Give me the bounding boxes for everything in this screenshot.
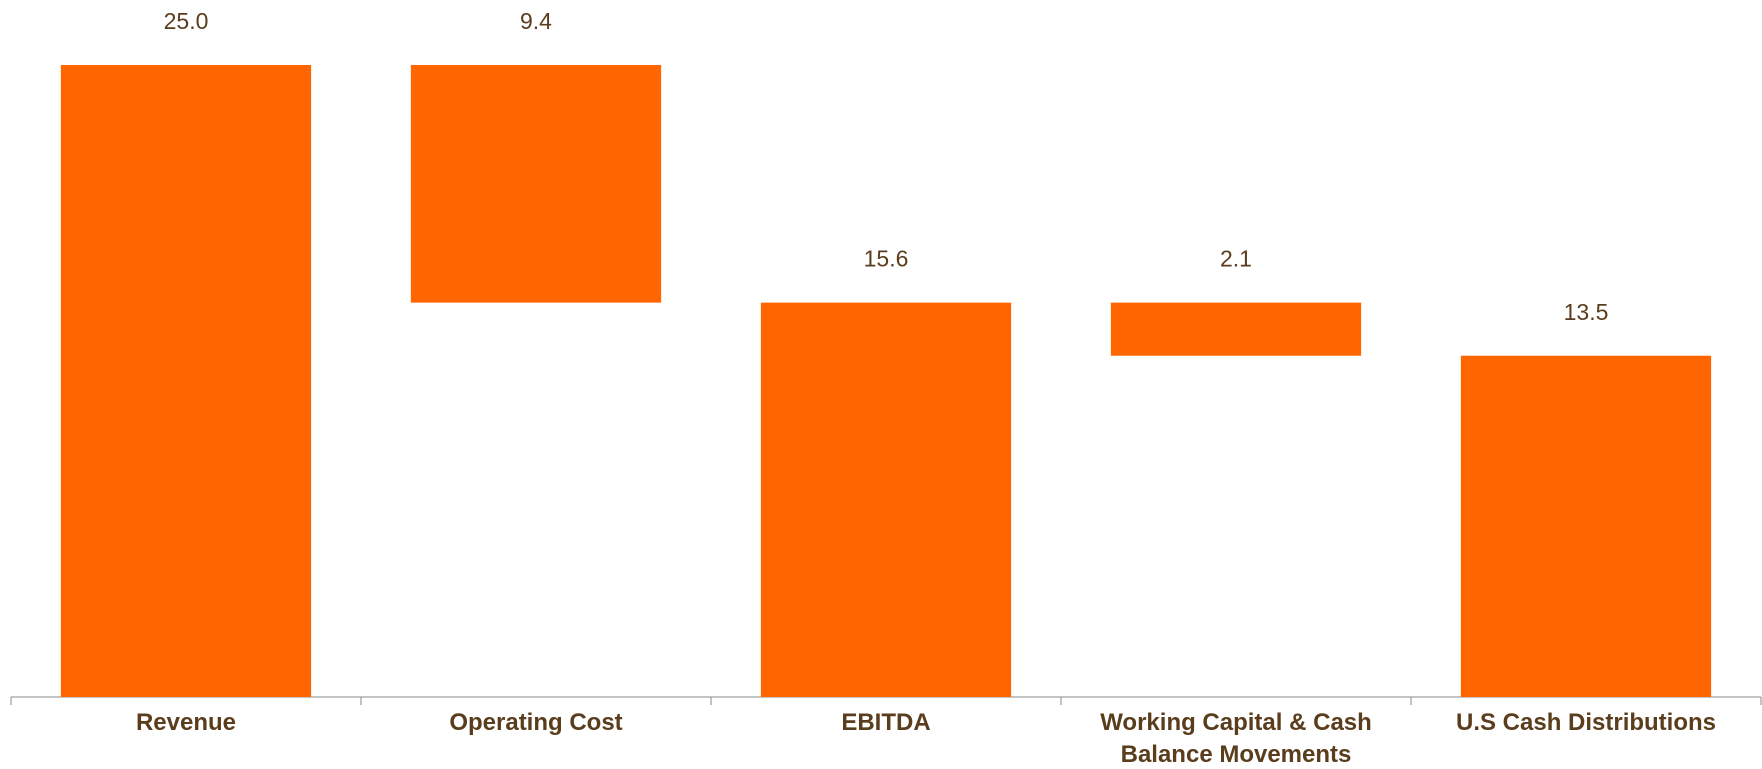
bar [410,65,662,303]
bar [1110,302,1362,356]
bar [1460,355,1712,697]
data-label: 25.0 [164,8,209,34]
data-label: 9.4 [520,8,552,34]
bar [760,302,1012,697]
x-tick-label: EBITDA [841,709,931,736]
x-tick-label: Working Capital & Cash Balance Movements [1100,709,1372,768]
x-tick-label: Operating Cost [449,709,623,736]
bar [60,65,312,697]
data-label: 15.6 [864,246,909,272]
x-tick-label: U.S Cash Distributions [1455,709,1717,736]
data-label: 2.1 [1220,246,1252,272]
x-tick-label: Revenue [135,709,237,736]
data-label: 13.5 [1564,299,1609,325]
